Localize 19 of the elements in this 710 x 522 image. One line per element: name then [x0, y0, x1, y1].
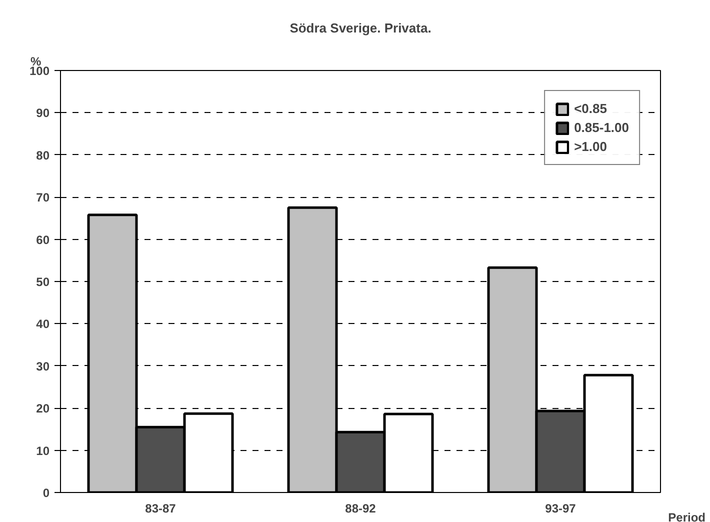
- x-tick-label: 83-87: [145, 502, 176, 516]
- x-tick-label: 88-92: [345, 502, 376, 516]
- x-tick-label: 93-97: [545, 502, 576, 516]
- y-tick-label: 0: [42, 486, 50, 500]
- x-axis-title: Period: [668, 510, 706, 522]
- y-tick-label: 70: [36, 190, 50, 205]
- y-tick-label: 40: [36, 317, 50, 332]
- y-tick-label: 60: [36, 232, 50, 247]
- legend-label: 0.85-1.00: [574, 120, 629, 135]
- y-tick-label: 10: [36, 444, 50, 458]
- y-tick-label: 100: [29, 64, 50, 78]
- chart-title: Södra Sverige. Privata.: [290, 20, 432, 36]
- legend-label: >1.00: [574, 139, 607, 154]
- legend-label: <0.85: [574, 101, 607, 116]
- y-tick-label: 50: [36, 275, 50, 289]
- y-tick-label: 20: [36, 402, 50, 416]
- y-tick-label: 80: [36, 148, 50, 162]
- y-tick-label: 90: [36, 106, 50, 120]
- y-tick-label: 30: [36, 359, 50, 374]
